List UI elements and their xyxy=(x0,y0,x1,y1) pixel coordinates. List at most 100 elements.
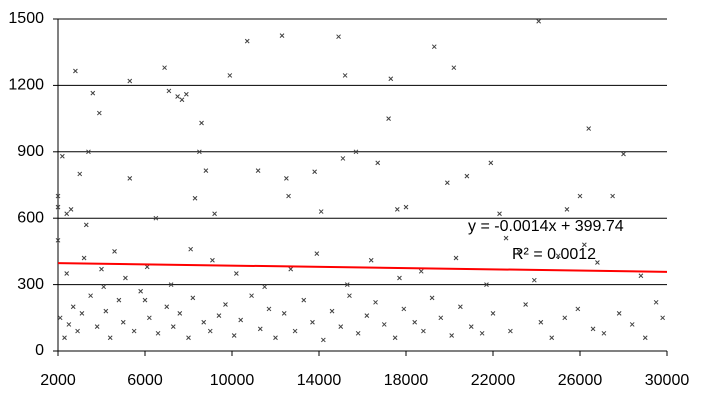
point xyxy=(255,168,261,173)
point xyxy=(320,337,326,343)
point xyxy=(73,68,78,74)
point xyxy=(64,211,70,217)
point xyxy=(616,311,622,316)
point xyxy=(484,282,489,287)
point xyxy=(497,211,502,217)
x-tick-label: 2000 xyxy=(40,372,76,389)
point xyxy=(318,209,324,214)
point xyxy=(107,335,113,341)
point xyxy=(223,302,228,307)
point xyxy=(629,322,635,327)
point xyxy=(444,180,450,186)
point xyxy=(86,149,91,155)
point xyxy=(284,176,289,181)
point xyxy=(199,120,204,126)
point xyxy=(120,319,126,325)
point xyxy=(203,168,209,173)
point xyxy=(536,18,542,24)
point xyxy=(155,330,161,336)
point xyxy=(458,304,463,310)
r-squared: R² = 0.0012 xyxy=(512,246,596,263)
point xyxy=(94,324,100,330)
point xyxy=(610,193,615,199)
point xyxy=(488,160,494,166)
point xyxy=(59,153,65,159)
point xyxy=(183,91,189,97)
point xyxy=(549,335,555,341)
point xyxy=(503,235,509,241)
point xyxy=(453,255,459,261)
point xyxy=(281,311,287,316)
trendline-equation: y = -0.0014x + 399.74 xyxy=(468,218,624,235)
point xyxy=(244,38,250,44)
y-tick-label: 900 xyxy=(17,143,44,160)
point xyxy=(394,206,400,212)
point xyxy=(438,315,444,321)
point xyxy=(429,295,435,301)
point xyxy=(490,311,496,316)
point xyxy=(177,311,183,316)
point xyxy=(653,299,659,305)
point xyxy=(212,211,217,217)
y-tick-label: 1500 xyxy=(8,10,44,27)
point xyxy=(166,88,172,94)
point xyxy=(329,308,335,314)
point xyxy=(342,73,348,78)
point xyxy=(90,90,96,96)
point xyxy=(227,73,233,78)
point xyxy=(57,315,63,321)
point xyxy=(68,206,74,212)
point xyxy=(464,173,470,179)
point xyxy=(131,328,137,334)
point xyxy=(344,282,350,287)
point xyxy=(538,319,544,325)
point xyxy=(170,324,176,330)
point xyxy=(564,206,570,212)
point xyxy=(388,76,394,82)
x-tick-label: 10000 xyxy=(210,372,255,389)
point xyxy=(412,319,418,325)
point xyxy=(142,297,148,303)
point xyxy=(62,335,67,341)
point xyxy=(581,242,587,248)
point xyxy=(397,275,402,281)
point xyxy=(75,328,80,334)
point xyxy=(207,328,213,334)
point xyxy=(403,204,409,210)
point xyxy=(575,306,581,312)
point xyxy=(355,330,361,336)
point xyxy=(96,110,102,116)
point xyxy=(127,78,133,84)
point xyxy=(314,251,320,256)
point xyxy=(168,282,174,287)
y-tick-label: 1200 xyxy=(8,77,44,94)
point xyxy=(642,335,648,341)
point xyxy=(144,264,150,270)
point xyxy=(336,34,341,40)
y-tick-label: 0 xyxy=(35,342,44,359)
point xyxy=(233,271,239,276)
point xyxy=(338,324,344,330)
y-tick-label: 300 xyxy=(17,276,44,293)
point xyxy=(216,313,222,318)
point xyxy=(262,284,267,290)
point xyxy=(197,149,202,155)
point xyxy=(418,268,424,274)
point xyxy=(288,266,294,272)
point xyxy=(79,311,85,316)
point xyxy=(347,293,352,299)
x-tick-label: 18000 xyxy=(384,372,429,389)
point xyxy=(101,284,107,290)
point xyxy=(562,315,568,321)
point xyxy=(188,246,194,252)
point xyxy=(638,273,644,279)
point xyxy=(116,297,122,303)
point xyxy=(595,260,600,265)
point xyxy=(162,65,167,71)
x-tick-label: 14000 xyxy=(297,372,342,389)
point xyxy=(70,304,76,310)
point xyxy=(401,306,407,312)
point xyxy=(66,322,72,327)
point xyxy=(431,44,437,50)
